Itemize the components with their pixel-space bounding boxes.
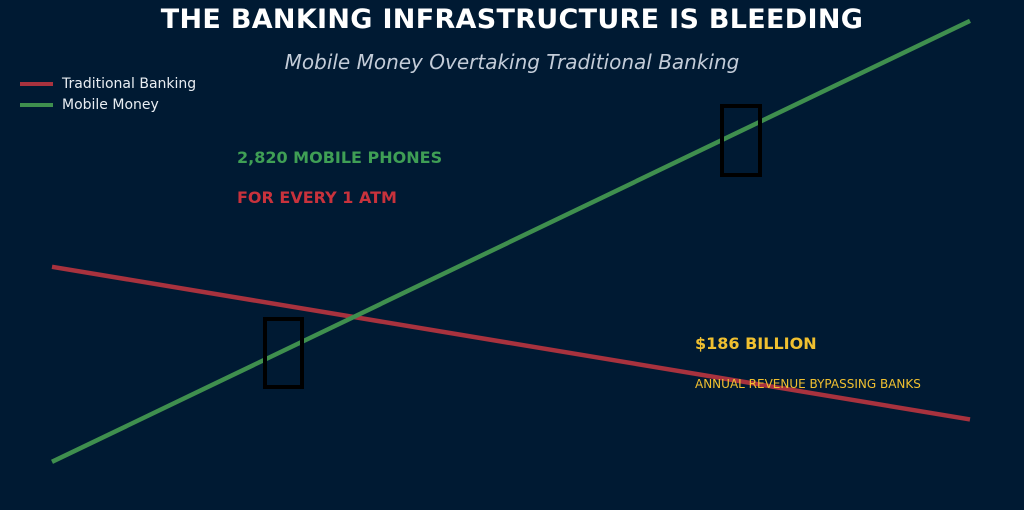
missing-glyph-icon: [263, 317, 304, 389]
chart-subtitle: Mobile Money Overtaking Traditional Bank…: [284, 50, 740, 74]
legend-item-mobile-money: Mobile Money: [20, 94, 196, 115]
legend-label-traditional-banking: Traditional Banking: [62, 75, 197, 92]
legend-swatch-traditional-banking: [20, 81, 53, 86]
annotation-mobile-phones: 2,820 MOBILE PHONES: [237, 148, 443, 167]
annotation-revenue-bypassing: ANNUAL REVENUE BYPASSING BANKS: [695, 377, 921, 391]
legend: Traditional Banking Mobile Money: [20, 73, 196, 115]
series-line-mobile-money: [51, 18, 971, 464]
annotation-billion: $186 BILLION: [695, 334, 817, 353]
legend-label-mobile-money: Mobile Money: [62, 96, 159, 113]
annotation-every-atm: FOR EVERY 1 ATM: [237, 188, 397, 207]
missing-glyph-icon: [720, 104, 762, 177]
series-line-traditional-banking: [51, 264, 971, 422]
legend-item-traditional-banking: Traditional Banking: [20, 73, 196, 94]
chart-title: THE BANKING INFRASTRUCTURE IS BLEEDING: [160, 4, 864, 35]
legend-swatch-mobile-money: [20, 102, 53, 107]
